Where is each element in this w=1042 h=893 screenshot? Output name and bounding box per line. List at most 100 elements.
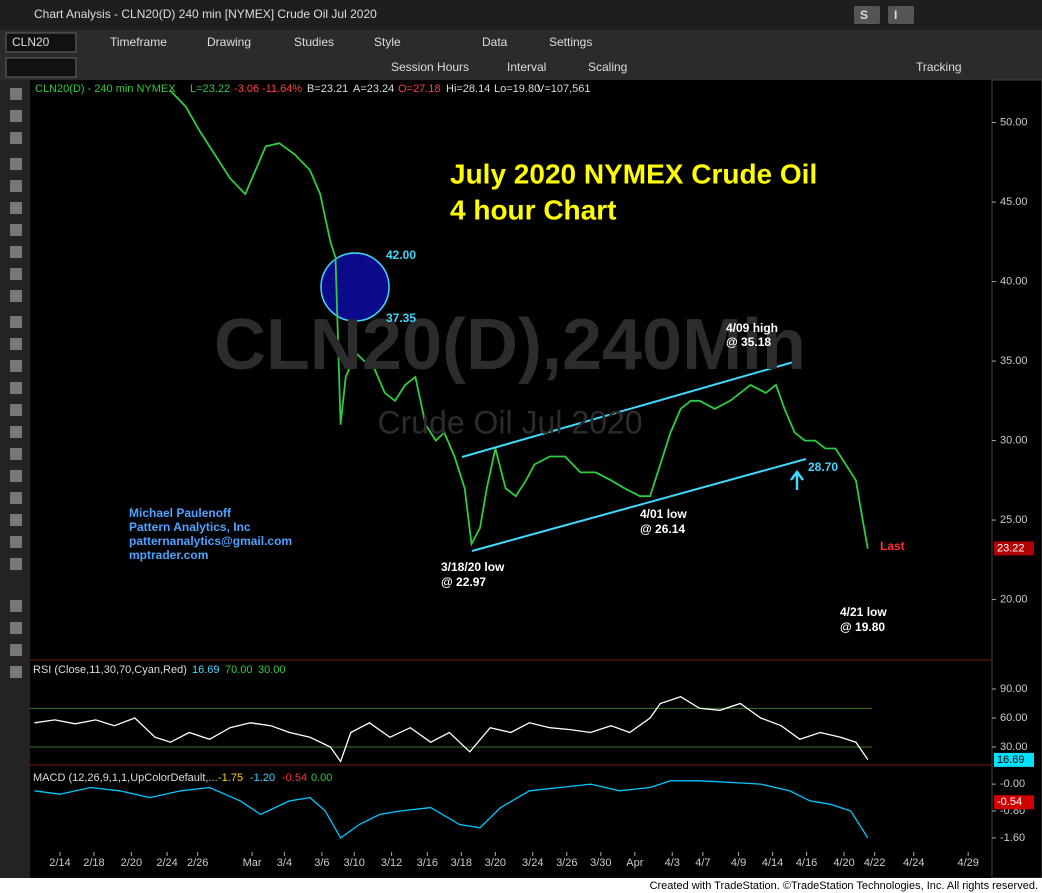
toolbar-item[interactable]: Studies (294, 35, 334, 49)
annotation: 28.70 (808, 460, 838, 474)
symbol-box[interactable] (5, 32, 77, 53)
x-tick-label: 3/20 (485, 857, 506, 869)
last-value-label: -0.54 (997, 796, 1022, 808)
quote: A=23.24 (353, 83, 394, 95)
panel-title: MACD (12,26,9,1,1,UpColorDefault,... (33, 772, 218, 784)
trend-line (461, 360, 798, 458)
annotation: 42.00 (386, 248, 416, 262)
x-tick-label: 4/16 (796, 857, 817, 869)
credit: Pattern Analytics, Inc (129, 520, 251, 534)
x-tick-label: 4/7 (695, 857, 710, 869)
y-tick-label: -1.60 (1000, 832, 1025, 844)
toolbar-item[interactable]: Session Hours (391, 60, 469, 74)
y-tick-label: 90.00 (1000, 683, 1028, 695)
quote: V=107,561 (537, 83, 591, 95)
symbol[interactable]: CLN20 (12, 35, 50, 49)
y-tick-label: -0.00 (1000, 778, 1025, 790)
x-tick-label: Mar (243, 857, 262, 869)
x-tick-label: 4/22 (864, 857, 885, 869)
toolbar-item[interactable]: Settings (549, 35, 592, 49)
credit: patternanalytics@gmail.com (129, 534, 292, 548)
y-tick-label: 30.00 (1000, 741, 1028, 753)
price-axis (991, 79, 1042, 879)
panel-title: RSI (Close,11,30,70,Cyan,Red) (33, 664, 187, 676)
chart-title: 4 hour Chart (450, 194, 616, 225)
readout: 16.69 (192, 664, 220, 676)
y-tick-label: 35.00 (1000, 355, 1028, 367)
x-tick-label: 2/14 (49, 857, 70, 869)
toolbar-item[interactable]: Interval (507, 60, 546, 74)
annotation: @ 26.14 (640, 522, 685, 536)
x-tick-label: 4/14 (762, 857, 783, 869)
readout: -1.75 (218, 772, 243, 784)
x-tick-label: 3/26 (556, 857, 577, 869)
y-tick-label: 20.00 (1000, 593, 1028, 605)
y-tick-label: 25.00 (1000, 514, 1028, 526)
last-value-label: 16.69 (997, 754, 1025, 766)
x-tick-label: 2/26 (187, 857, 208, 869)
readout: 30.00 (258, 664, 286, 676)
x-tick-label: 3/24 (522, 857, 543, 869)
price-line (169, 90, 869, 549)
watermark: Crude Oil Jul 2020 (377, 404, 642, 440)
annotation: 4/01 low (640, 507, 687, 521)
toolbar-item[interactable]: Tracking (916, 60, 962, 74)
watermark: CLN20(D),240Min (214, 305, 806, 385)
x-tick-label: 3/4 (277, 857, 292, 869)
indicator-line (34, 695, 869, 763)
toolbar-item[interactable]: Data (482, 35, 508, 49)
readout: -0.54 (282, 772, 307, 784)
trend-line (471, 458, 807, 552)
x-tick-label: 2/18 (83, 857, 104, 869)
readout: 70.00 (225, 664, 253, 676)
footer-bar (0, 878, 1042, 893)
combo-box[interactable] (5, 57, 77, 78)
quote: Lo=19.80 (494, 83, 540, 95)
x-tick-label: 2/20 (121, 857, 142, 869)
x-tick-label: 3/18 (451, 857, 472, 869)
quote: B=23.21 (307, 83, 348, 95)
annotation: 37.35 (386, 311, 416, 325)
quote: L=23.22 (190, 83, 230, 95)
readout: -1.20 (250, 772, 275, 784)
readout: 0.00 (311, 772, 332, 784)
annotation: 4/09 high (726, 321, 778, 335)
quote: -11.64% (262, 83, 302, 95)
quote: O=27.18 (398, 83, 441, 95)
y-tick-label: 50.00 (1000, 116, 1028, 128)
toolbar-item[interactable]: Timeframe (110, 35, 167, 49)
credit: Michael Paulenoff (129, 506, 232, 520)
last-value-tag (994, 752, 1034, 767)
x-tick-label: 3/12 (381, 857, 402, 869)
window-button-label[interactable]: I (894, 8, 897, 22)
x-tick-label: 4/29 (957, 857, 978, 869)
toolbar-item[interactable]: Scaling (588, 60, 627, 74)
annotation: 3/18/20 low (441, 560, 505, 574)
annotation: Last (880, 539, 905, 553)
annotation: @ 22.97 (441, 575, 486, 589)
last-price-tag (994, 541, 1034, 556)
chart-title: July 2020 NYMEX Crude Oil (450, 158, 817, 189)
x-tick-label: 4/24 (903, 857, 924, 869)
x-tick-label: 3/16 (417, 857, 438, 869)
window-button[interactable] (854, 6, 880, 24)
x-tick-label: Apr (626, 857, 643, 869)
toolbar (0, 30, 1042, 80)
x-tick-label: 4/9 (731, 857, 746, 869)
quote: Hi=28.14 (446, 83, 490, 95)
toolbar-item[interactable]: Drawing (207, 35, 251, 49)
window-button-label[interactable]: S (860, 8, 868, 22)
last-value-tag (994, 795, 1034, 810)
x-tick-label: 4/3 (665, 857, 680, 869)
chart-header: CLN20(D) - 240 min NYMEX (35, 83, 176, 95)
x-tick-label: 4/20 (833, 857, 854, 869)
window-button[interactable] (888, 6, 914, 24)
annotation: 4/21 low (840, 605, 887, 619)
gap-marker (320, 252, 390, 322)
toolbar-item[interactable]: Style (374, 35, 401, 49)
quote: -3.06 (234, 83, 259, 95)
footer: Created with TradeStation. ©TradeStation… (650, 880, 1038, 892)
